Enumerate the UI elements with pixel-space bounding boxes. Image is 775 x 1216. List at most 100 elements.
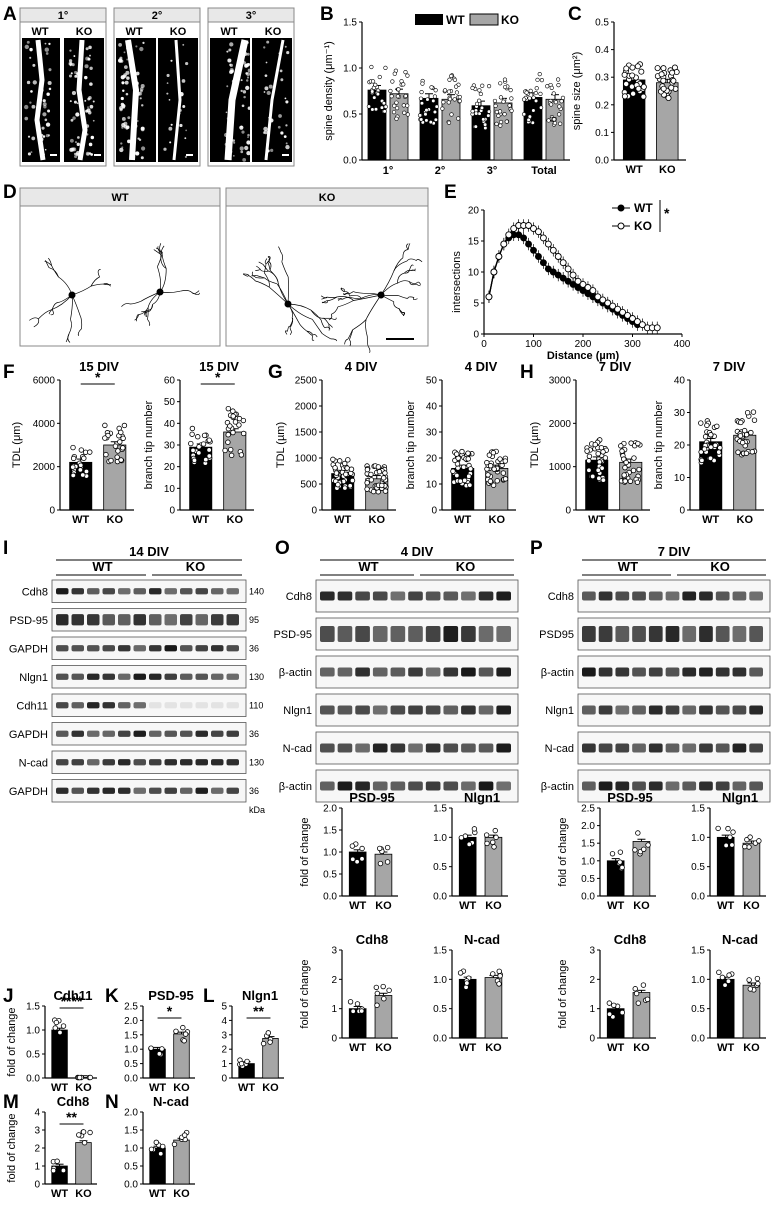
blot-band bbox=[102, 645, 115, 652]
blot-band bbox=[180, 787, 193, 794]
spine bbox=[185, 61, 189, 66]
data-point bbox=[477, 98, 482, 103]
blot-band bbox=[87, 787, 100, 794]
data-point bbox=[347, 483, 353, 489]
data-point bbox=[480, 83, 485, 88]
y-tick-label: 1.5 bbox=[26, 1002, 40, 1013]
panel-a-group-2: 2° bbox=[152, 10, 163, 22]
blot-band bbox=[408, 591, 423, 601]
data-point bbox=[747, 986, 754, 992]
blot-band bbox=[149, 759, 162, 766]
y-tick-label: 0.0 bbox=[595, 156, 609, 167]
spine bbox=[29, 101, 32, 104]
spine bbox=[29, 47, 33, 52]
data-point bbox=[240, 417, 247, 424]
data-point bbox=[370, 488, 377, 495]
data-point bbox=[544, 240, 552, 248]
y-tick-label: 1.5 bbox=[124, 1030, 138, 1041]
spine bbox=[229, 42, 234, 47]
spine bbox=[31, 104, 36, 109]
data-point bbox=[456, 116, 461, 121]
data-point bbox=[370, 79, 376, 84]
y-tick-label: 3 bbox=[221, 1030, 227, 1041]
data-point bbox=[492, 827, 498, 834]
blot-band bbox=[749, 667, 763, 677]
y-axis-label: TDL (µm) bbox=[275, 422, 287, 468]
neurite bbox=[289, 326, 292, 333]
data-point bbox=[78, 447, 85, 453]
x-tick-label: KO bbox=[489, 514, 506, 526]
blot-band bbox=[337, 743, 353, 753]
blot-band bbox=[87, 730, 100, 737]
data-point bbox=[560, 95, 566, 100]
data-point bbox=[384, 844, 391, 851]
data-point bbox=[368, 471, 374, 478]
blot-band bbox=[195, 759, 208, 766]
data-point bbox=[374, 990, 381, 997]
spine bbox=[126, 76, 130, 80]
data-point bbox=[634, 318, 641, 326]
chart-o-psd95: 0.0 0.5 1.0 1.5 2.0 fold of change PSD-95 WT KO bbox=[299, 790, 398, 912]
data-point bbox=[379, 105, 385, 110]
chart-title: 7 DIV bbox=[599, 359, 632, 374]
spine bbox=[185, 129, 188, 132]
data-point bbox=[660, 85, 667, 92]
neurite bbox=[255, 268, 261, 271]
blot-band bbox=[408, 781, 423, 791]
x-tick-label: WT bbox=[626, 164, 643, 176]
spine bbox=[41, 126, 45, 130]
spine bbox=[178, 112, 181, 115]
neurite bbox=[268, 256, 271, 262]
blot-band bbox=[632, 626, 646, 642]
y-tick-label: 50 bbox=[164, 397, 176, 408]
neurite bbox=[161, 245, 165, 255]
data-point bbox=[230, 429, 236, 436]
blot-band bbox=[648, 743, 663, 753]
soma bbox=[68, 291, 76, 299]
spine bbox=[84, 99, 87, 102]
neurite bbox=[255, 265, 261, 270]
data-point bbox=[486, 109, 492, 114]
data-point bbox=[418, 96, 424, 101]
blot-band bbox=[496, 743, 511, 753]
data-point bbox=[537, 72, 542, 77]
y-tick-label: 0.5 bbox=[691, 1004, 705, 1015]
blot-band bbox=[598, 705, 613, 715]
neurite bbox=[306, 330, 314, 336]
data-point bbox=[725, 978, 732, 984]
spine bbox=[230, 69, 234, 73]
y-tick-label: 0.0 bbox=[433, 1034, 447, 1045]
spine bbox=[225, 147, 229, 151]
data-point bbox=[230, 408, 236, 414]
blot-band bbox=[699, 743, 713, 753]
x-axis-label: Distance (µm) bbox=[547, 350, 620, 362]
data-point bbox=[622, 464, 628, 471]
bar bbox=[742, 984, 761, 1039]
y-axis-label: fold of change bbox=[299, 959, 311, 1028]
spine bbox=[42, 153, 45, 156]
group-label-ko: KO bbox=[710, 559, 730, 574]
blot-band bbox=[372, 743, 388, 753]
y-tick-label: 0 bbox=[34, 1180, 40, 1191]
spine bbox=[182, 43, 185, 46]
significance-marker: * bbox=[167, 1003, 173, 1019]
blot-band bbox=[211, 588, 224, 595]
neurite bbox=[380, 270, 395, 296]
spine bbox=[75, 112, 80, 117]
data-point bbox=[457, 970, 464, 976]
western-blot-4div: 4 DIV WT KO Cdh8 PSD-95 β-actin Nlgn1 N-cad β-ac… bbox=[273, 544, 519, 803]
spine bbox=[284, 97, 287, 100]
y-tick-label: 10 bbox=[674, 473, 686, 484]
data-point bbox=[635, 830, 641, 836]
data-point bbox=[632, 847, 638, 853]
data-point bbox=[723, 842, 729, 849]
data-point bbox=[741, 427, 748, 434]
bar bbox=[173, 1139, 190, 1185]
neurite bbox=[180, 290, 193, 293]
x-tick-label: WT bbox=[238, 1082, 255, 1094]
neurite bbox=[330, 338, 337, 342]
data-point bbox=[609, 302, 617, 310]
blot-band bbox=[211, 702, 224, 709]
data-point bbox=[470, 85, 475, 91]
neurite bbox=[264, 277, 277, 285]
